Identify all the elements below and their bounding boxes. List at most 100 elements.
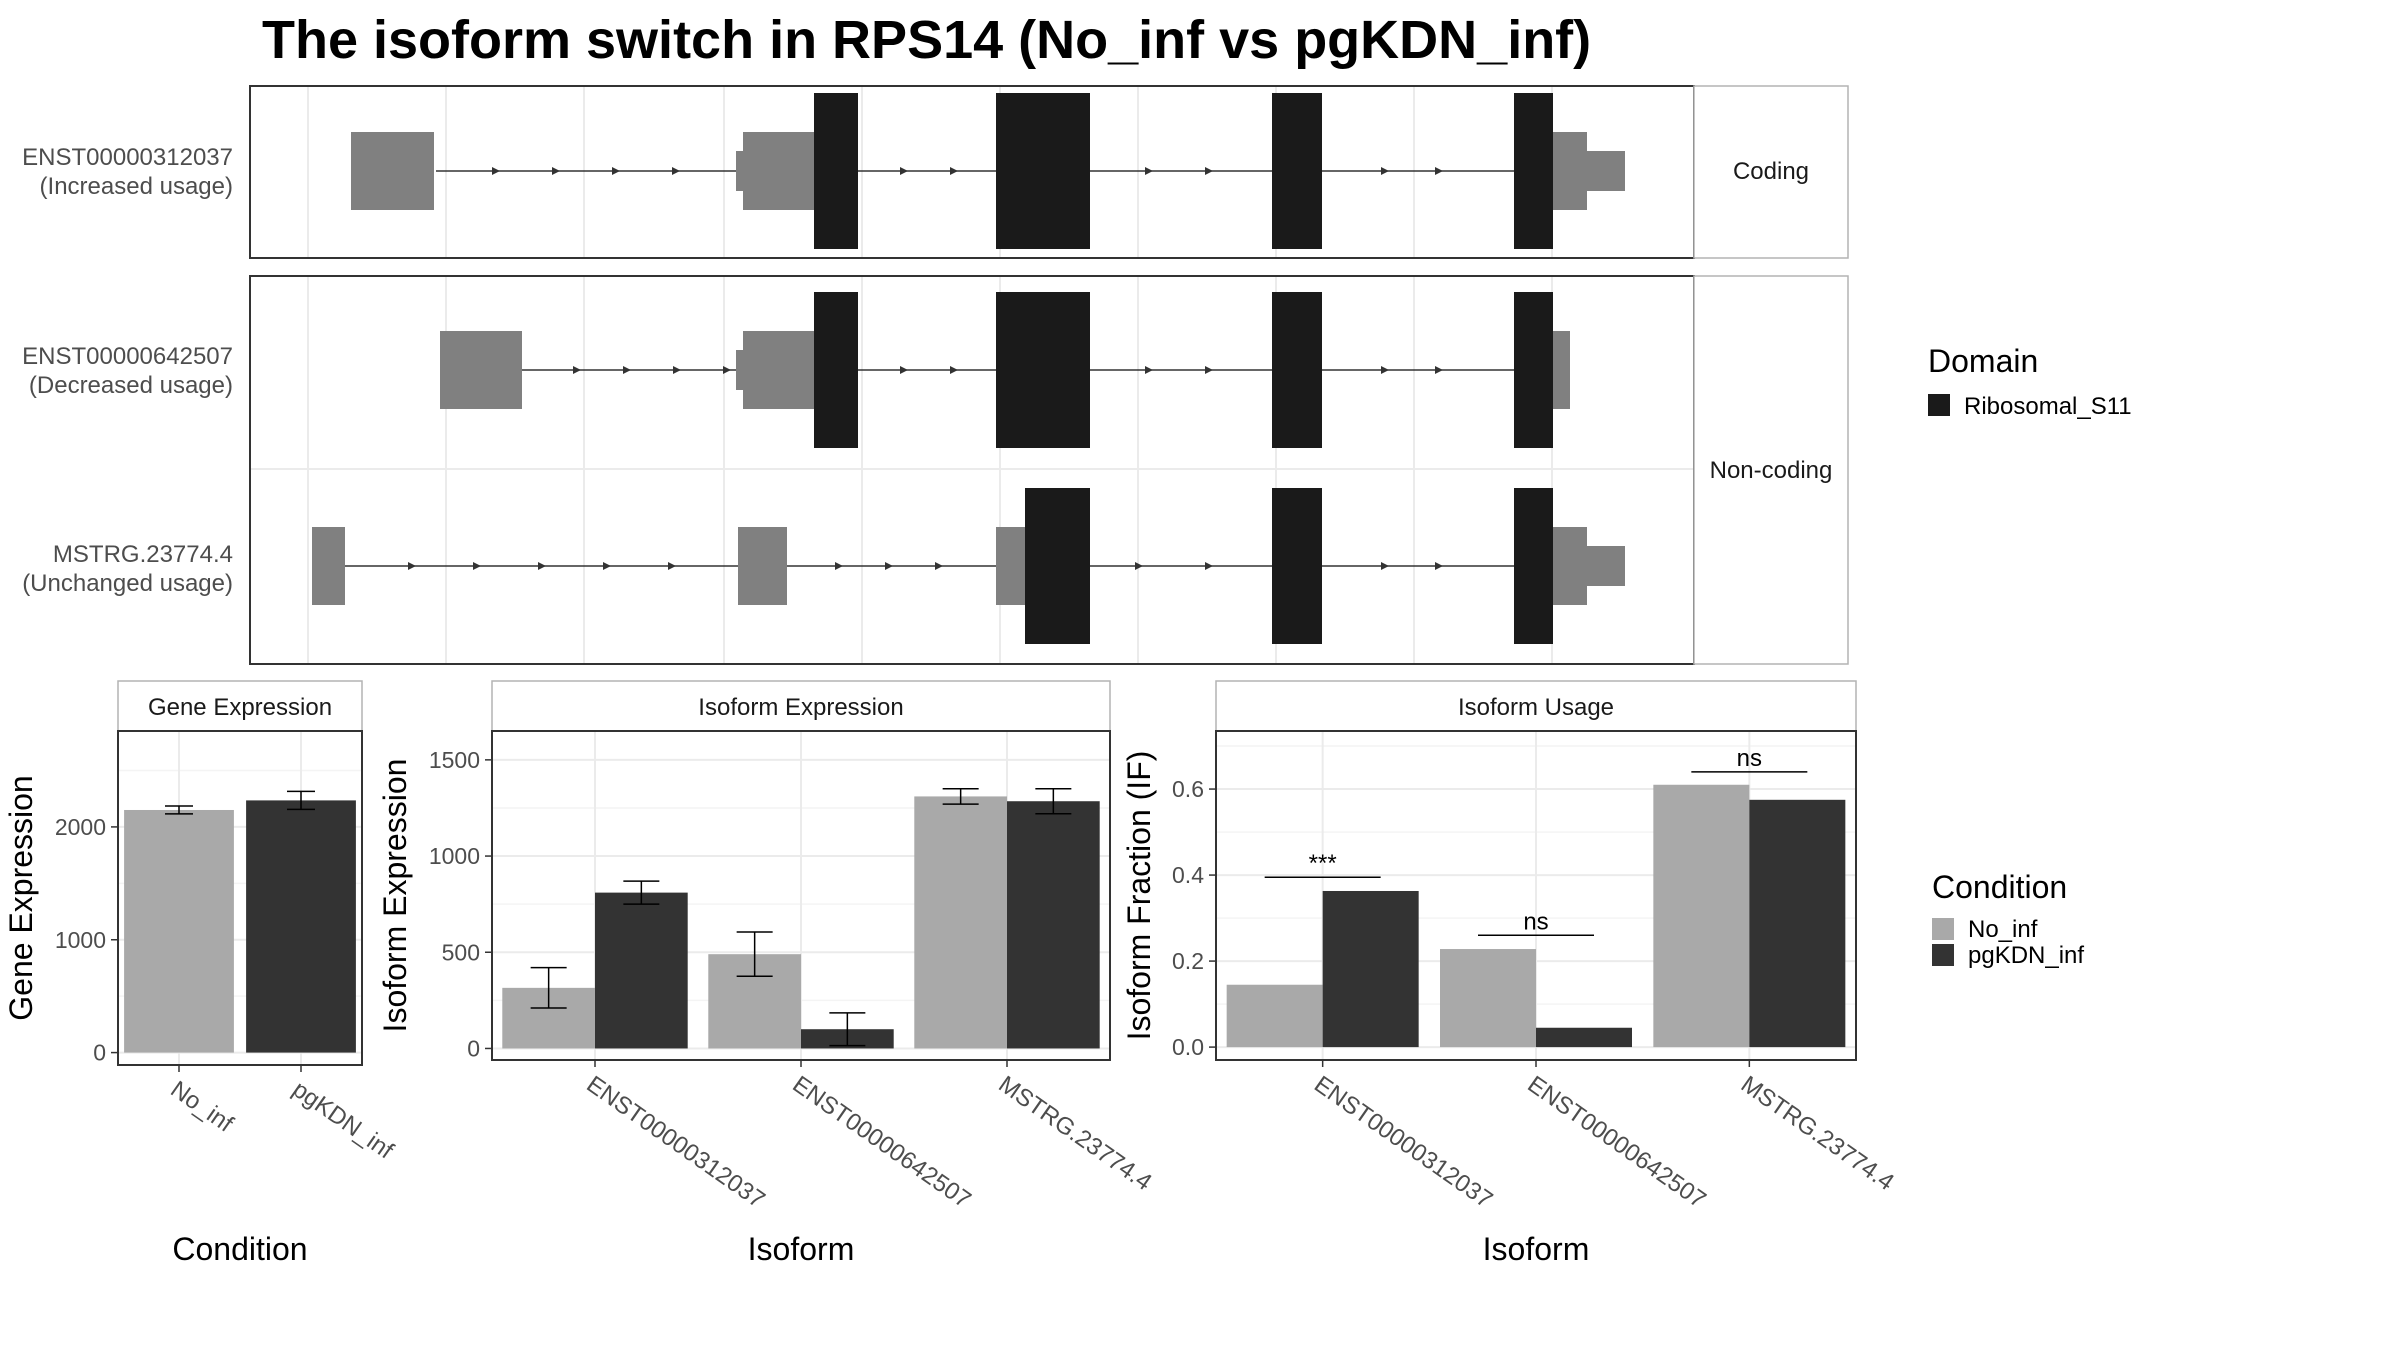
utr-exon	[996, 527, 1025, 605]
y-tick-label: 0	[467, 1035, 480, 1061]
intron-arrow	[1381, 366, 1389, 374]
transcript-structure-panel: Coding Non-coding ENST00000312037 (Incre…	[22, 85, 2132, 665]
intron-arrow	[1145, 366, 1153, 374]
y-tick-label: 500	[442, 939, 480, 965]
utr-exon	[1587, 546, 1625, 586]
intron-arrow	[723, 366, 731, 374]
utr-exon	[736, 151, 744, 191]
track-label-id: ENST00000312037	[22, 144, 233, 171]
y-tick-label: 2000	[55, 814, 106, 840]
domain-exon-ribosomal-s11	[814, 292, 858, 448]
domain-exon-ribosomal-s11	[1025, 488, 1090, 644]
domain-exon-ribosomal-s11	[814, 93, 858, 249]
x-tick-label: ENST00000642507	[788, 1071, 976, 1214]
intron-arrow	[573, 366, 581, 374]
x-tick-label: MSTRG.23774.4	[994, 1071, 1157, 1196]
utr-exon	[440, 331, 522, 409]
track-label-id: ENST00000642507	[22, 343, 233, 370]
y-tick-label: 0.6	[1172, 776, 1204, 802]
track-label-note: (Unchanged usage)	[22, 570, 233, 597]
domain-exon-ribosomal-s11	[1514, 488, 1553, 644]
x-tick-label: ENST00000642507	[1523, 1071, 1711, 1214]
intron-arrow	[1135, 562, 1143, 570]
utr-exon	[1553, 132, 1587, 210]
intron-arrow	[1381, 167, 1389, 175]
intron-arrow	[950, 366, 958, 374]
bar	[1653, 784, 1750, 1048]
y-axis-title: Isoform Expression	[377, 759, 413, 1033]
utr-exon	[736, 350, 744, 390]
intron-arrow	[672, 167, 680, 175]
domain-legend-label: Ribosomal_S11	[1964, 393, 2132, 420]
x-tick-label: pgKDN_inf	[288, 1076, 399, 1165]
intron-arrow	[900, 167, 908, 175]
gene-expression-chart: Gene Expression 0 1000 2000 No_inf pgKDN_inf C…	[3, 680, 399, 1267]
panel-strip	[491, 680, 1111, 732]
bar	[124, 809, 234, 1053]
y-tick-label: 1000	[55, 927, 106, 953]
utr-exon	[738, 527, 787, 605]
intron-arrow	[900, 366, 908, 374]
panel-strip	[1215, 680, 1857, 732]
intron-arrow	[492, 167, 500, 175]
utr-exon	[1587, 151, 1625, 191]
noncoding-facet-label: Non-coding	[1710, 457, 1833, 484]
utr-exon	[1553, 527, 1587, 605]
coding-facet-label: Coding	[1733, 158, 1809, 185]
isoform-expression-chart: Isoform Expression 0 500 1000 1500 ENST000003…	[377, 680, 1157, 1267]
utr-exon	[351, 132, 434, 210]
x-tick-label: MSTRG.23774.4	[1736, 1071, 1899, 1196]
intron-arrow	[552, 167, 560, 175]
intron-arrow	[1435, 167, 1443, 175]
intron-arrow	[1205, 366, 1213, 374]
transcript-track	[312, 488, 1625, 644]
noncoding-facet-strip	[1693, 275, 1849, 665]
y-tick-label: 1000	[429, 843, 480, 869]
coding-facet-strip	[1693, 85, 1849, 259]
intron-arrow	[950, 167, 958, 175]
domain-exon-ribosomal-s11	[996, 292, 1090, 448]
transcript-track	[351, 93, 1625, 249]
y-tick-label: 0.4	[1172, 862, 1204, 888]
significance-label: ***	[1309, 850, 1337, 877]
x-axis-title: Isoform	[748, 1231, 855, 1267]
intron-arrow	[668, 562, 676, 570]
y-tick-label: 0	[93, 1040, 106, 1066]
bar	[914, 796, 1007, 1049]
intron-arrow	[1435, 562, 1443, 570]
bar	[1226, 984, 1323, 1048]
intron-arrow	[603, 562, 611, 570]
intron-arrow	[473, 562, 481, 570]
domain-exon-ribosomal-s11	[1272, 488, 1322, 644]
chart-title: The isoform switch in RPS14 (No_inf vs p…	[262, 10, 1591, 70]
panel-strip-label: Isoform Usage	[1458, 694, 1614, 721]
significance-label: ns	[1737, 745, 1762, 772]
bar	[246, 800, 356, 1053]
track-label-note: (Decreased usage)	[29, 372, 233, 399]
domain-exon-ribosomal-s11	[996, 93, 1090, 249]
panel-strip-label: Isoform Expression	[698, 694, 903, 721]
bar	[595, 892, 688, 1049]
bar	[1322, 890, 1419, 1048]
coding-facet-panel	[249, 85, 1695, 259]
track-label-id: MSTRG.23774.4	[53, 541, 233, 568]
intron-arrow	[935, 562, 943, 570]
intron-arrow	[1205, 167, 1213, 175]
intron-arrow	[1381, 562, 1389, 570]
domain-legend-swatch	[1928, 394, 1950, 416]
bar	[1007, 801, 1100, 1049]
intron-arrow	[612, 167, 620, 175]
intron-arrow	[1435, 366, 1443, 374]
bar	[1749, 799, 1846, 1048]
significance-label: ns	[1523, 908, 1548, 935]
domain-exon-ribosomal-s11	[1514, 93, 1553, 249]
y-tick-label: 0.2	[1172, 948, 1204, 974]
intron-arrow	[673, 366, 681, 374]
domain-exon-ribosomal-s11	[1272, 292, 1322, 448]
intron-arrow	[1145, 167, 1153, 175]
x-tick-label: ENST00000312037	[582, 1071, 770, 1214]
intron-arrow	[835, 562, 843, 570]
domain-legend-title: Domain	[1928, 343, 2038, 379]
plot-border	[117, 730, 363, 1066]
